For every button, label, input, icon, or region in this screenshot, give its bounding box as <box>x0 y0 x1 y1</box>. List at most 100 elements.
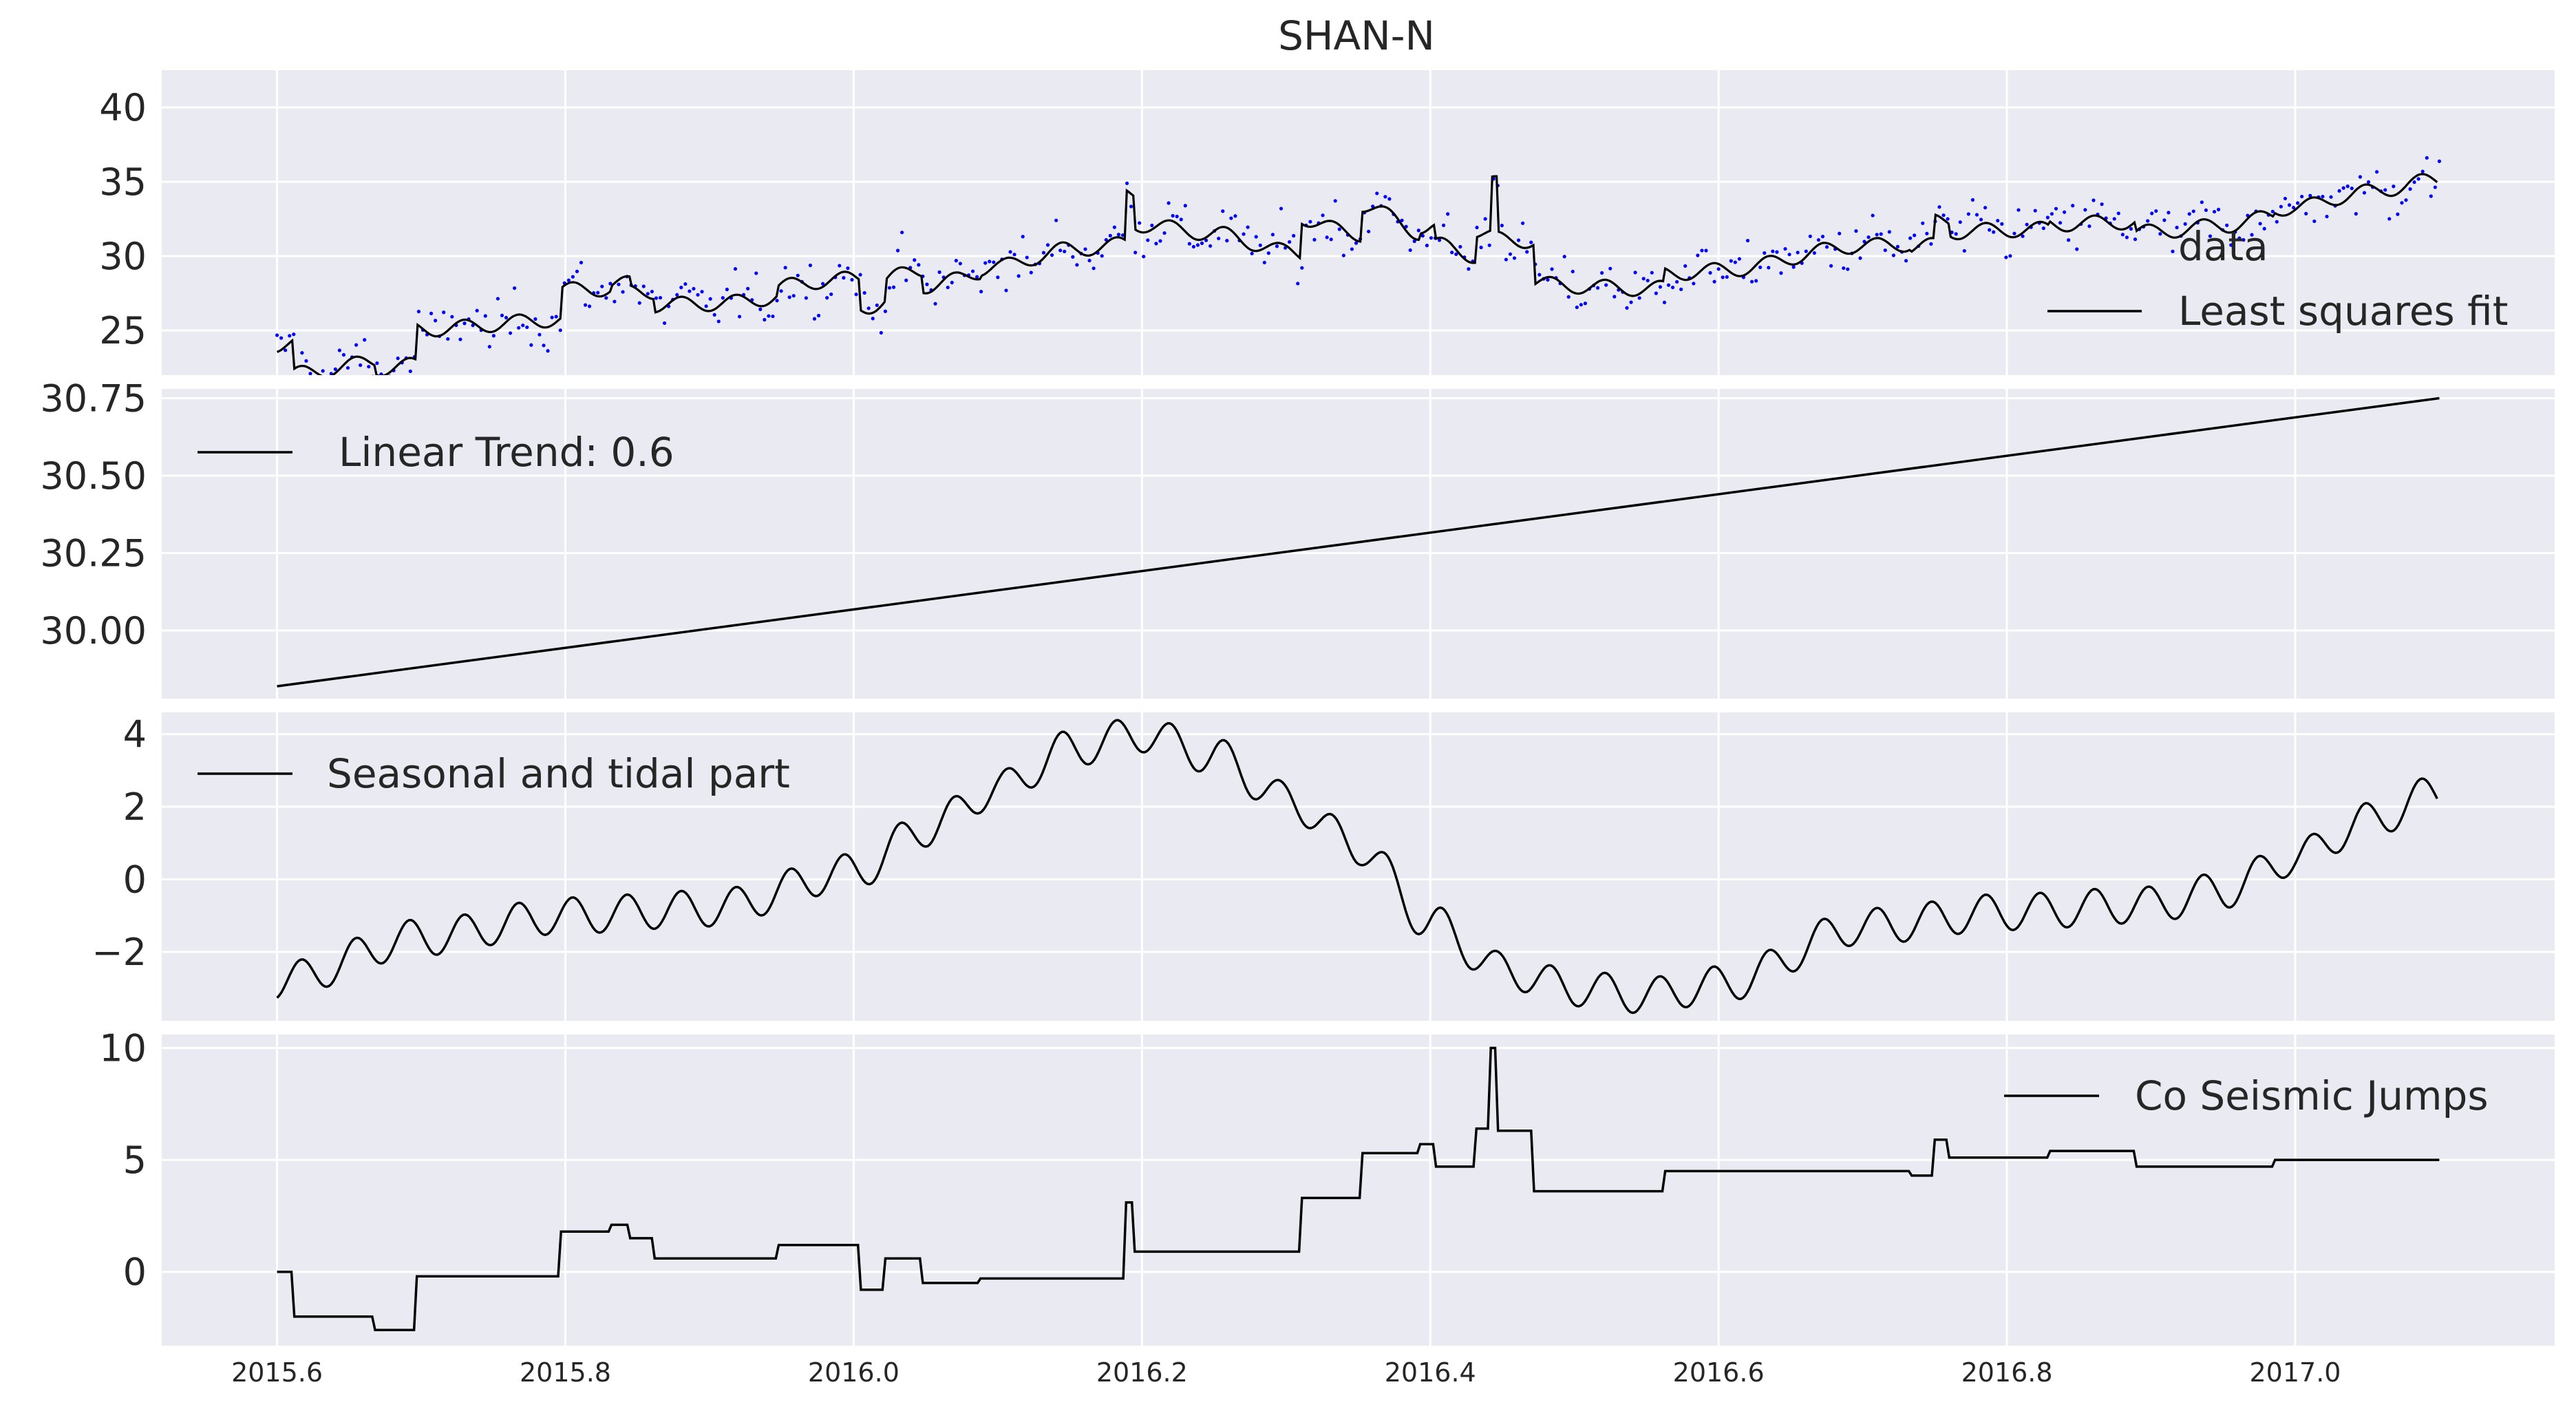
data-point <box>525 325 529 330</box>
data-point <box>712 312 716 317</box>
data-point <box>1904 259 1908 263</box>
data-point <box>1371 204 1375 209</box>
data-point <box>2345 184 2350 189</box>
data-point <box>950 280 954 285</box>
data-point <box>1246 225 1250 229</box>
data-point <box>904 278 908 282</box>
data-point <box>900 231 904 235</box>
data-point <box>2387 217 2392 221</box>
data-point <box>925 282 929 286</box>
data-point <box>1337 227 1341 231</box>
co-seismic-jumps-line <box>277 1046 2440 1331</box>
data-point <box>496 297 500 301</box>
data-point <box>2396 212 2400 216</box>
data-point <box>658 295 663 300</box>
data-point <box>1004 288 1008 293</box>
data-point <box>1829 264 1833 268</box>
data-point <box>1791 265 1796 269</box>
data-point <box>2321 194 2325 199</box>
data-point <box>429 311 434 315</box>
data-point <box>2067 238 2071 242</box>
data-point <box>1446 212 1450 216</box>
data-point <box>825 296 829 300</box>
data-point <box>1858 256 1862 260</box>
data-point <box>483 314 487 318</box>
data-point <box>2420 169 2425 173</box>
data-point <box>1087 258 1092 263</box>
data-point <box>284 348 288 352</box>
data-point <box>1946 217 1950 221</box>
data-point <box>475 308 479 312</box>
data-point <box>1646 278 1650 283</box>
data-point <box>1146 238 1150 242</box>
data-point <box>1266 251 1270 255</box>
data-point <box>1458 244 1462 249</box>
data-point <box>1808 234 1812 238</box>
data-point <box>446 337 450 341</box>
data-point <box>2433 185 2437 189</box>
data-point <box>513 286 517 290</box>
subplot-2: 30.00 30.25 30.50 30.75 Linear Trend: 0.6 <box>40 377 2555 699</box>
data-point <box>771 314 775 319</box>
data-point <box>1966 212 1970 216</box>
data-point <box>1171 213 1175 218</box>
data-point <box>2279 204 2283 209</box>
data-point <box>1058 248 1063 253</box>
data-point <box>1862 240 1866 244</box>
data-point <box>2054 206 2058 211</box>
data-point <box>937 270 941 274</box>
data-point <box>1883 248 1887 253</box>
data-point <box>2016 208 2021 212</box>
data-point <box>1846 267 1850 271</box>
data-point <box>721 296 725 300</box>
data-point <box>1475 225 1479 230</box>
data-point <box>866 306 871 310</box>
data-point <box>1050 253 1054 257</box>
data-point <box>970 269 975 273</box>
data-point <box>408 369 412 374</box>
data-point <box>2400 201 2404 205</box>
data-point <box>1016 274 1021 278</box>
data-point <box>1270 233 1275 237</box>
data-point <box>1183 204 1187 208</box>
data-point <box>1521 221 1525 225</box>
data-point <box>2242 237 2246 242</box>
data-point <box>1529 240 1533 244</box>
data-point <box>662 321 667 326</box>
legend-label: Linear Trend: 0.6 <box>339 429 674 476</box>
data-point <box>1550 267 1554 271</box>
data-point <box>2187 212 2191 216</box>
data-point <box>379 372 383 375</box>
data-point <box>296 377 299 380</box>
data-point <box>758 307 763 311</box>
data-point <box>554 315 558 319</box>
data-point <box>887 286 892 290</box>
data-point <box>604 296 608 300</box>
data-point <box>2312 219 2317 224</box>
data-point <box>1775 250 1779 254</box>
data-point <box>1595 286 1600 290</box>
data-point <box>829 292 833 297</box>
legend: Seasonal and tidal part <box>198 750 790 797</box>
data-point <box>1321 213 1325 218</box>
data-point <box>1866 235 1871 240</box>
data-point <box>2208 234 2213 238</box>
data-point <box>1454 252 1458 256</box>
x-tick-label: 2015.6 <box>231 1357 323 1388</box>
data-point <box>1092 266 1096 271</box>
data-point <box>1329 237 1333 242</box>
data-point <box>1929 242 1933 246</box>
data-point <box>816 313 821 318</box>
chart-title: SHAN-N <box>1278 12 1435 59</box>
data-point <box>2308 193 2312 198</box>
data-point <box>1566 295 1571 299</box>
legend-label: Seasonal and tidal part <box>327 750 790 797</box>
data-point <box>683 282 688 286</box>
data-point <box>704 304 708 308</box>
data-point <box>779 289 783 293</box>
data-point <box>2033 209 2037 213</box>
data-point <box>1479 245 1483 250</box>
data-point <box>1758 265 1763 269</box>
data-point <box>1100 254 1104 258</box>
